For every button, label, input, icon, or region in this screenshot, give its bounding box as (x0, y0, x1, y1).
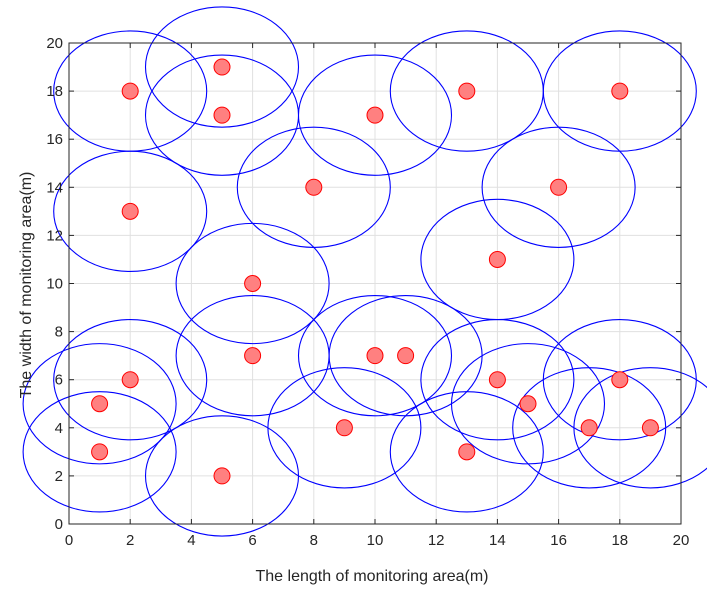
y-tick-label: 2 (55, 468, 63, 485)
sensor-node (244, 275, 262, 292)
coverage-circle (573, 367, 707, 489)
x-tick-label: 18 (611, 532, 628, 549)
y-tick-label: 4 (55, 420, 63, 437)
sensor-node (519, 395, 537, 413)
y-axis-label: The width of monitoring area(m) (18, 172, 35, 399)
y-tick-label: 8 (55, 324, 63, 341)
sensor-node (397, 347, 415, 365)
y-tick-label: 10 (46, 276, 63, 293)
sensor-node (91, 395, 109, 413)
coverage-circle (389, 391, 544, 513)
x-axis-label: The length of monitoring area(m) (256, 568, 489, 585)
coverage-circle (420, 319, 575, 441)
sensor-node (366, 347, 384, 365)
sensor-node (611, 82, 629, 100)
coverage-circle (297, 54, 453, 176)
sensor-node (213, 58, 231, 76)
sensor-node (488, 250, 506, 268)
coverage-circle (297, 294, 453, 417)
sensor-node (366, 106, 384, 124)
sensor-node (213, 467, 231, 485)
x-tick-label: 20 (673, 532, 690, 549)
sensor-node (488, 371, 506, 389)
sensor-node (121, 371, 139, 389)
sensor-node (121, 82, 139, 100)
sensor-node (91, 443, 109, 461)
y-tick-label: 20 (46, 35, 63, 52)
y-tick-label: 0 (55, 516, 63, 533)
coverage-circle (144, 6, 300, 128)
x-tick-label: 2 (126, 532, 134, 549)
x-tick-label: 10 (367, 532, 384, 549)
sensor-node (458, 82, 476, 100)
coverage-circle (144, 415, 300, 537)
sensor-node (550, 178, 568, 196)
sensor-node (611, 371, 629, 389)
y-tick-label: 6 (55, 372, 63, 389)
y-tick-label: 18 (46, 83, 63, 100)
sensor-node (580, 419, 598, 437)
coverage-circle (175, 222, 330, 345)
x-tick-label: 16 (550, 532, 567, 549)
x-tick-label: 4 (187, 532, 195, 549)
x-tick-label: 0 (65, 532, 73, 549)
sensor-node (213, 106, 231, 124)
coverage-circle (53, 319, 208, 441)
sensor-node (305, 178, 323, 196)
plot-area (22, 6, 707, 537)
sensor-node (121, 202, 139, 220)
x-tick-label: 12 (428, 532, 445, 549)
coverage-circle (512, 367, 667, 489)
coverage-circle (53, 150, 208, 273)
sensor-node (244, 347, 262, 365)
x-tick-label: 14 (489, 532, 506, 549)
sensor-node (335, 419, 353, 437)
x-tick-label: 8 (310, 532, 318, 549)
sensor-node (641, 419, 659, 437)
x-tick-label: 6 (248, 532, 256, 549)
y-tick-label: 14 (46, 179, 63, 196)
sensor-node (458, 443, 476, 461)
coverage-circle (481, 126, 636, 248)
y-tick-label: 16 (46, 131, 63, 148)
y-tick-label: 12 (46, 227, 63, 244)
coverage-circle (22, 391, 177, 513)
coverage-circle (22, 343, 177, 465)
axes: 0 2 4 6 8 10 12 14 16 18 20 0 2 4 6 8 10 12 14 16 18 20 (46, 35, 689, 549)
